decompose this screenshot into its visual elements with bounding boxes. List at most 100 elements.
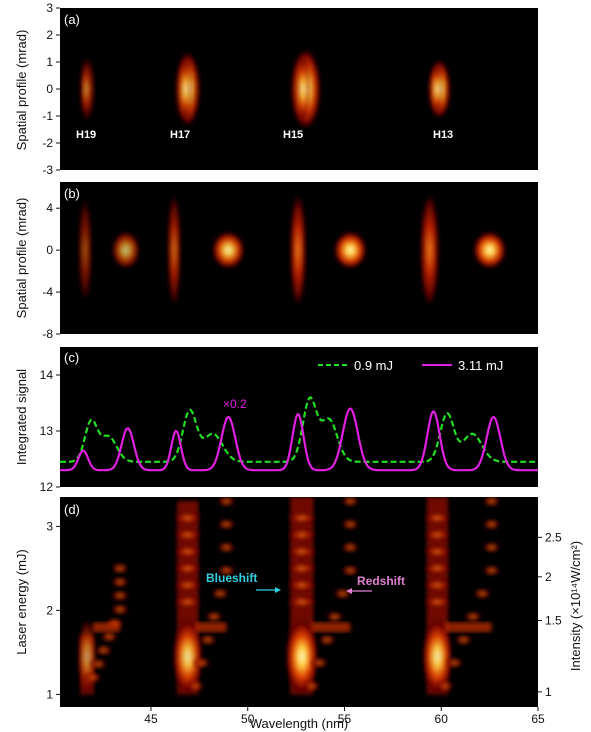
legend-label-3.11mJ: 3.11 mJ <box>458 358 503 373</box>
ytick-right-label: 2 <box>545 570 552 584</box>
ytick-label-a: 3 <box>46 1 53 15</box>
harmonic-label-h19: H19 <box>76 129 96 141</box>
annotation-scale: ×0.2 <box>223 397 247 411</box>
harmonic-label-h17: H17 <box>170 129 190 141</box>
panel-b-plot <box>78 192 506 308</box>
redshift-branch-2-8 <box>342 497 359 507</box>
redshift-band-2 <box>311 622 351 633</box>
harmonic-label-h13: H13 <box>433 129 453 141</box>
ylabel-panel-a: Spatial profile (mrad) <box>14 30 29 151</box>
ytick-label-b: 4 <box>46 201 53 215</box>
panel-d-plot <box>77 497 500 695</box>
ytick-label-c: 13 <box>40 424 54 438</box>
redshift-branch-2-3 <box>326 611 343 622</box>
blueshift-arrowhead <box>275 587 281 593</box>
streak-6 <box>420 192 440 308</box>
harmonic-blob-1-0 <box>174 597 201 607</box>
harmonic-blob-2-4 <box>287 529 316 540</box>
ytick-right-label: 1.5 <box>545 613 562 627</box>
panel-a-plot <box>79 48 451 130</box>
ytick-right-label: 2.5 <box>545 530 562 544</box>
blueshift-annotation: Blueshift <box>206 571 281 593</box>
redshift-band-0 <box>92 622 120 633</box>
xlabel: Wavelength (nm) <box>250 716 349 731</box>
redshift-label: Redshift <box>357 574 405 588</box>
redshift-branch-2-7 <box>342 519 359 530</box>
streak-2 <box>167 192 181 308</box>
harmonic-blob-3-5 <box>424 513 451 523</box>
redshift-branch-3-6 <box>483 542 500 553</box>
series-line-3.11mJ <box>60 407 538 472</box>
panel-b-label: (b) <box>64 186 80 201</box>
ytick-label-a: 0 <box>46 82 53 96</box>
panel-a-label: (a) <box>64 12 80 27</box>
ylabel-panel-d: Laser energy (mJ) <box>14 549 29 654</box>
harmonic-label-h15: H15 <box>283 129 303 141</box>
harmonic-blob-1-5 <box>174 513 201 523</box>
ytick-label-c: 14 <box>40 368 54 382</box>
harmonic-blob-3-3 <box>424 546 451 557</box>
ylabel-panel-b: Spatial profile (mrad) <box>14 198 29 319</box>
ylabel-panel-d-right: Intensity (×10¹⁴W/cm²) <box>568 541 583 671</box>
ytick-label-d: 2 <box>46 603 53 617</box>
spot-7 <box>473 231 506 269</box>
harmonic-blob-3-1 <box>424 580 451 591</box>
ytick-label-a: 2 <box>46 28 53 42</box>
ytick-label-b: 0 <box>46 243 53 257</box>
ytick-label-a: 1 <box>46 55 53 69</box>
spot-3 <box>212 231 245 269</box>
xtick-label: 65 <box>531 712 545 726</box>
panel-c-label: (c) <box>64 350 79 365</box>
redshift-branch-0-5 <box>111 604 128 615</box>
ytick-label-c: 12 <box>40 480 54 494</box>
redshift-branch-0-1 <box>90 658 107 669</box>
xtick-label: 45 <box>144 712 158 726</box>
redshift-branch-2-0 <box>303 681 320 691</box>
harmonic-blob-3-0 <box>424 597 451 607</box>
harmonic-blob-1-2 <box>174 563 201 574</box>
redshift-annotation: Redshift <box>346 574 405 594</box>
ytick-label-a: -2 <box>42 136 53 150</box>
xtick-label: 55 <box>338 712 352 726</box>
streak-0 <box>78 197 92 303</box>
redshift-branch-1-7 <box>218 519 235 530</box>
redshift-branch-0-8 <box>111 563 128 574</box>
redshift-branch-3-7 <box>483 519 500 530</box>
redshift-branch-3-2 <box>455 634 472 645</box>
spot-5 <box>334 231 367 269</box>
harmonic-core-2 <box>285 618 319 695</box>
harmonic-core-1 <box>172 618 203 695</box>
redshift-branch-3-0 <box>437 681 454 691</box>
legend-label-0.9mJ: 0.9 mJ <box>354 358 393 373</box>
ytick-right-label: 1 <box>545 685 552 699</box>
redshift-branch-1-0 <box>187 681 204 691</box>
harmonic-blob-1-3 <box>174 546 201 557</box>
redshift-branch-1-8 <box>218 497 235 507</box>
harmonic-blob-2-0 <box>287 597 316 607</box>
streak-4 <box>289 192 307 308</box>
redshift-branch-0-7 <box>111 577 128 588</box>
ytick-label-b: -4 <box>42 285 53 299</box>
redshift-branch-3-1 <box>446 657 463 668</box>
redshift-branch-3-5 <box>483 565 500 576</box>
redshift-band-3 <box>445 622 492 633</box>
xtick-label: 50 <box>241 712 255 726</box>
redshift-branch-2-1 <box>311 657 328 668</box>
redshift-branch-3-4 <box>474 588 491 599</box>
redshift-branch-2-5 <box>342 565 359 576</box>
spot-1 <box>111 231 140 269</box>
ytick-label-a: -1 <box>42 109 53 123</box>
ytick-label-d: 3 <box>46 519 53 533</box>
redshift-arrowhead <box>346 588 352 594</box>
redshift-branch-1-5 <box>218 565 235 576</box>
legend: 0.9 mJ 3.11 mJ <box>318 358 503 373</box>
harmonic-blob-2-5 <box>287 513 316 523</box>
harmonic-blob-2-2 <box>287 563 316 574</box>
redshift-branch-1-4 <box>212 588 229 599</box>
redshift-branch-0-6 <box>111 590 128 601</box>
redshift-branch-0-0 <box>84 672 101 683</box>
redshift-branch-0-3 <box>101 631 118 642</box>
ylabel-panel-c: Integrated signal <box>14 369 29 465</box>
xtick-label: 60 <box>435 712 449 726</box>
